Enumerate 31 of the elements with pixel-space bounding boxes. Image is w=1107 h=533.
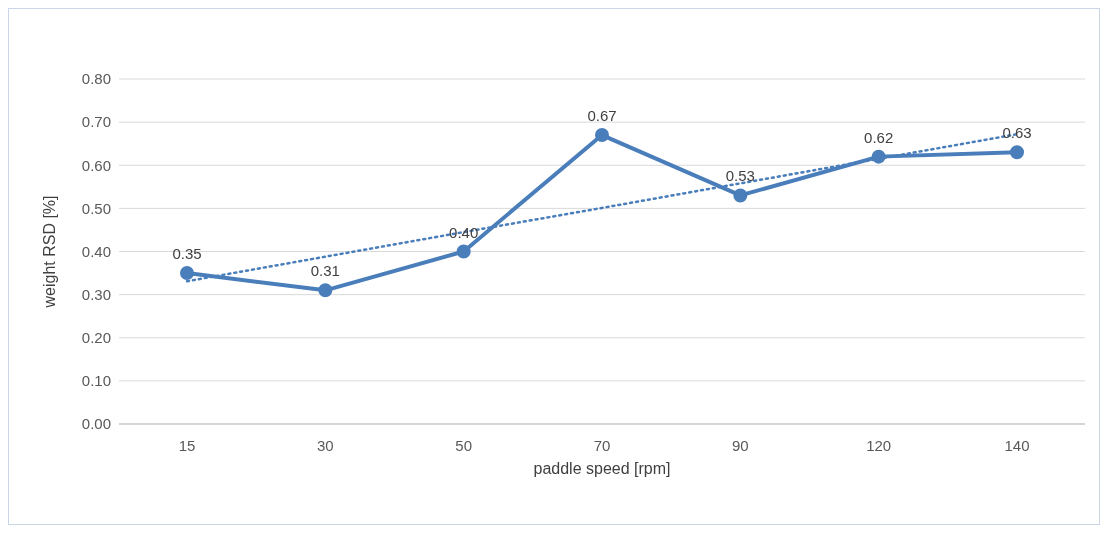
x-tick-label: 30 [316,436,334,454]
x-tick-label: 70 [593,436,611,454]
x-tick-label: 140 [1004,436,1030,454]
y-tick-label: 0.20 [81,329,111,347]
y-axis-title: weight RSD [%] [40,195,58,309]
y-tick-label: 0.40 [81,242,111,260]
data-label: 0.53 [725,167,755,185]
y-tick-label: 0.30 [81,285,111,303]
x-tick-label: 90 [731,436,749,454]
data-label: 0.67 [587,107,617,125]
y-tick-label: 0.50 [81,199,111,217]
y-tick-label: 0.00 [81,415,111,433]
y-tick-label: 0.10 [81,372,111,390]
point [595,128,609,143]
data-label: 0.62 [864,128,894,146]
data-label: 0.35 [172,245,202,263]
point [733,188,748,203]
x-tick-label: 50 [455,436,473,454]
point [318,283,333,298]
y-tick-label: 0.80 [81,70,111,88]
point [180,266,194,281]
x-tick-label: 120 [866,436,892,454]
x-axis-title: paddle speed [rpm] [533,460,671,477]
data-label: 0.63 [1002,124,1032,142]
point [456,244,471,259]
y-tick-label: 0.70 [81,113,111,131]
point [871,149,886,164]
point [1010,145,1024,160]
x-tick-label: 15 [178,436,196,454]
data-label: 0.31 [310,262,340,280]
y-tick-label: 0.60 [81,156,111,174]
